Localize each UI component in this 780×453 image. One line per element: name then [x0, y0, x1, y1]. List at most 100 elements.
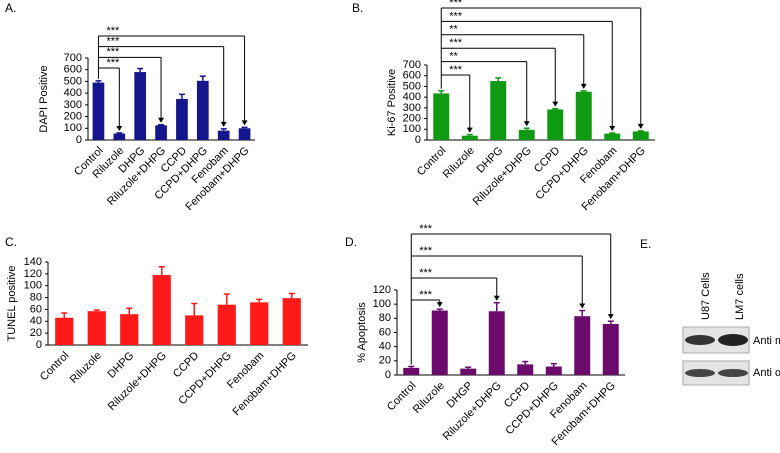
- y-tick-label: 120: [24, 268, 42, 280]
- y-axis-label: Ki-67 Positive: [386, 69, 398, 136]
- significance-label: ***: [449, 10, 463, 22]
- error-bar: [199, 75, 206, 81]
- bar: [461, 135, 478, 140]
- error-bar: [116, 132, 123, 134]
- y-tick-label: 200: [403, 112, 421, 124]
- x-tick-label: Riluzole+DHPG: [106, 350, 169, 413]
- blot-band: [685, 369, 715, 377]
- y-tick-label: 500: [403, 80, 421, 92]
- y-tick-label: 80: [379, 312, 391, 324]
- significance-bracket: ***: [441, 37, 559, 107]
- blot-band: [718, 334, 748, 346]
- error-bar: [495, 77, 502, 82]
- blot-band: [718, 369, 748, 377]
- x-tick-label: Control: [38, 350, 72, 384]
- chart-panel: B.Ki-67 Positive0100200300400500600700Co…: [352, 0, 655, 213]
- blot-band: [685, 335, 715, 345]
- bar: [217, 304, 236, 345]
- y-tick-label: 140: [24, 256, 42, 268]
- significance-bracket: ***: [98, 25, 248, 126]
- significance-bracket: ***: [441, 0, 644, 129]
- y-tick-label: 100: [373, 298, 391, 310]
- error-bar: [158, 124, 165, 126]
- error-bar: [95, 80, 102, 83]
- bar: [196, 80, 209, 140]
- error-bar: [288, 292, 295, 299]
- error-bar: [436, 308, 443, 311]
- error-bar: [552, 107, 559, 110]
- error-bar: [466, 133, 473, 136]
- bar: [433, 93, 450, 140]
- significance-bracket: ***: [98, 36, 227, 127]
- bracket-arrow: [466, 127, 473, 133]
- significance-label: ***: [106, 57, 120, 69]
- significance-label: ***: [419, 267, 433, 279]
- significance-bracket: ***: [441, 10, 616, 132]
- panel-label: D.: [345, 235, 357, 249]
- y-tick-label: 60: [379, 326, 391, 338]
- y-tick-label: 20: [30, 327, 42, 339]
- x-tick-label: Riluzole: [411, 380, 447, 416]
- error-bar: [191, 302, 198, 316]
- bar: [604, 133, 621, 140]
- y-tick-label: 40: [30, 315, 42, 327]
- x-tick-label: CCPD: [171, 350, 202, 381]
- significance-label: ***: [419, 223, 433, 235]
- bracket-arrow: [436, 302, 443, 308]
- y-axis-label: TUNEL positive: [6, 265, 18, 341]
- y-tick-label: 300: [403, 102, 421, 114]
- significance-label: ***: [449, 64, 463, 76]
- significance-bracket: ***: [441, 64, 473, 133]
- bracket-arrow: [241, 120, 248, 126]
- error-bar: [550, 362, 557, 367]
- significance-label: **: [449, 24, 458, 36]
- x-tick-label: Riluzole: [68, 350, 104, 386]
- bar: [431, 310, 448, 375]
- bar: [545, 366, 562, 375]
- y-tick-label: 400: [64, 87, 82, 99]
- bar: [488, 311, 505, 375]
- error-bar: [241, 126, 248, 129]
- y-tick-label: 300: [64, 99, 82, 111]
- bracket-arrow: [523, 121, 530, 127]
- bar: [403, 367, 420, 375]
- y-tick-label: 0: [385, 369, 391, 381]
- significance-bracket: ***: [98, 46, 165, 123]
- x-tick-label: DHPG: [105, 350, 136, 381]
- bar: [547, 109, 564, 140]
- bar: [120, 314, 139, 345]
- bracket-arrow: [609, 126, 616, 132]
- significance-label: ***: [419, 289, 433, 301]
- bar: [176, 99, 188, 140]
- blot-panel: E. U87 Cells LM7 cells Anti mGluR5 Anti …: [640, 237, 780, 386]
- error-bar: [220, 128, 227, 131]
- bar: [185, 315, 204, 345]
- x-tick-label: Riluzole: [441, 145, 477, 181]
- band-label: Anti α−Tubuli: [753, 367, 780, 379]
- lane-label: U87 Cells: [700, 272, 712, 320]
- error-bar: [609, 132, 616, 134]
- bracket-arrow: [493, 295, 500, 301]
- bar: [238, 128, 251, 140]
- bar: [574, 316, 591, 375]
- bar: [490, 81, 507, 140]
- bar: [87, 311, 106, 345]
- y-tick-label: 100: [24, 280, 42, 292]
- bar: [632, 131, 649, 140]
- significance-label: ***: [449, 37, 463, 49]
- x-tick-label: Fenobam+DHPG: [231, 350, 299, 418]
- significance-bracket: **: [441, 51, 530, 127]
- lane-label: LM7 cells: [734, 273, 746, 320]
- y-tick-label: 0: [415, 134, 421, 146]
- error-bar: [465, 366, 472, 369]
- y-tick-label: 700: [64, 52, 82, 64]
- error-bar: [523, 127, 530, 130]
- significance-bracket: ***: [411, 289, 443, 308]
- bracket-arrow: [158, 117, 165, 123]
- chart-panel: A.DAPI Positive0100200300400500600700Con…: [5, 1, 255, 213]
- significance-bracket: ***: [411, 245, 586, 309]
- error-bar: [637, 130, 644, 132]
- error-bar: [579, 309, 586, 317]
